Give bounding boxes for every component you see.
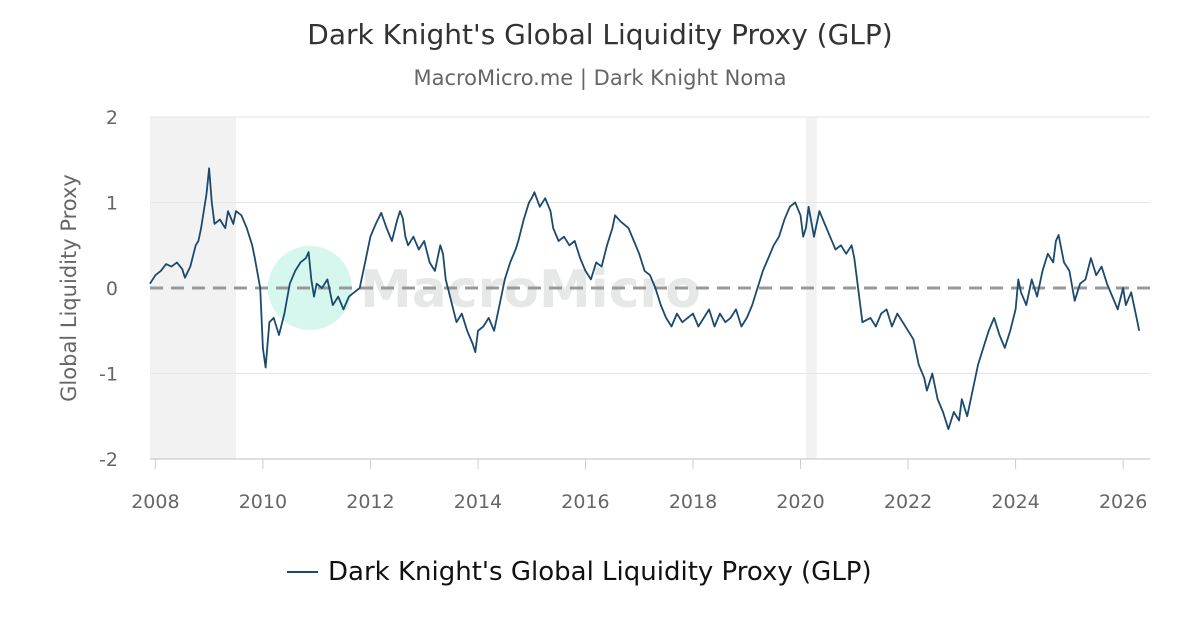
- chart-subtitle: MacroMicro.me | Dark Knight Noma: [413, 66, 786, 91]
- x-tick-label: 2026: [1099, 491, 1147, 513]
- x-tick-label: 2024: [991, 491, 1039, 513]
- legend: Dark Knight's Global Liquidity Proxy (GL…: [287, 557, 872, 587]
- x-tick-label: 2020: [776, 491, 824, 513]
- gridlines: [150, 116, 1150, 374]
- x-axis-ticks: 2008 2010 2012 2014 2016 2018 2020 2022 2024 2026: [131, 459, 1147, 513]
- x-tick-label: 2018: [669, 491, 717, 513]
- x-tick-label: 2022: [884, 491, 932, 513]
- x-tick-label: 2016: [561, 491, 609, 513]
- chart-title: Dark Knight's Global Liquidity Proxy (GL…: [307, 18, 892, 51]
- y-tick-label: 0: [106, 278, 118, 300]
- y-axis-ticks: 2 1 0 -1 -2: [99, 107, 118, 471]
- y-tick-label: -2: [99, 449, 118, 471]
- x-tick-label: 2014: [454, 491, 502, 513]
- legend-label: Dark Knight's Global Liquidity Proxy (GL…: [328, 557, 872, 587]
- series-line-glp: [149, 167, 1141, 430]
- y-tick-label: -1: [99, 364, 118, 386]
- y-tick-label: 1: [106, 193, 118, 215]
- y-tick-label: 2: [106, 107, 118, 129]
- x-tick-label: 2012: [346, 491, 394, 513]
- watermark-text: MacroMicro: [360, 260, 701, 320]
- y-axis-title: Global Liquidity Proxy: [57, 174, 81, 402]
- x-tick-label: 2008: [131, 491, 179, 513]
- x-tick-label: 2010: [239, 491, 287, 513]
